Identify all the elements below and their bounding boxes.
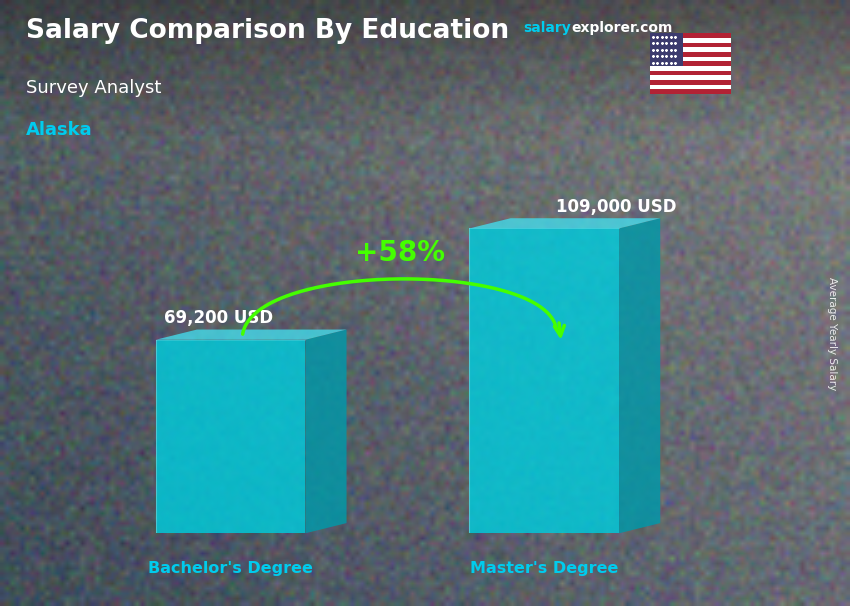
Text: +58%: +58%: [354, 239, 445, 267]
Polygon shape: [305, 330, 347, 533]
Bar: [650, 33, 731, 38]
Text: Master's Degree: Master's Degree: [470, 561, 619, 576]
Bar: [650, 52, 731, 56]
Polygon shape: [156, 330, 347, 340]
Text: explorer.com: explorer.com: [571, 21, 672, 35]
Text: Salary Comparison By Education: Salary Comparison By Education: [26, 18, 508, 44]
Bar: [650, 75, 731, 80]
Bar: [650, 47, 731, 52]
Bar: [650, 85, 731, 89]
Bar: [650, 71, 731, 75]
Polygon shape: [469, 218, 660, 228]
Bar: [650, 56, 731, 61]
Text: Survey Analyst: Survey Analyst: [26, 79, 161, 97]
Text: 69,200 USD: 69,200 USD: [164, 309, 273, 327]
Polygon shape: [619, 218, 660, 533]
Bar: [650, 33, 683, 66]
Text: salary: salary: [523, 21, 570, 35]
Polygon shape: [156, 340, 305, 533]
Text: Alaska: Alaska: [26, 121, 92, 139]
Polygon shape: [469, 228, 619, 533]
Bar: [650, 42, 731, 47]
Bar: [650, 66, 731, 71]
Bar: [650, 80, 731, 85]
Bar: [650, 89, 731, 94]
Text: Average Yearly Salary: Average Yearly Salary: [827, 277, 837, 390]
Bar: [650, 38, 731, 42]
Text: 109,000 USD: 109,000 USD: [557, 198, 677, 216]
Bar: [650, 61, 731, 66]
Text: Bachelor's Degree: Bachelor's Degree: [148, 561, 313, 576]
